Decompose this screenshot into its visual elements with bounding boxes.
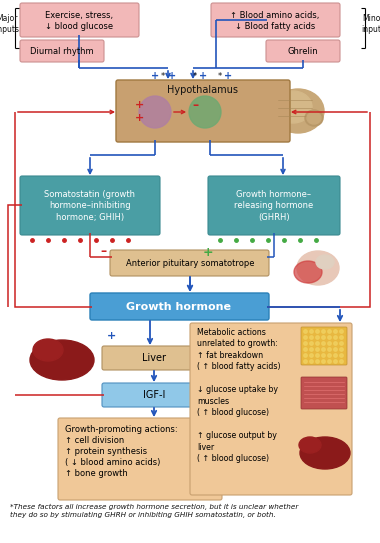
Text: Growth-promoting actions:
↑ cell division
↑ protein synthesis
( ↓ blood amino ac: Growth-promoting actions: ↑ cell divisio… <box>65 425 177 478</box>
FancyBboxPatch shape <box>190 323 352 495</box>
Ellipse shape <box>272 89 324 133</box>
FancyBboxPatch shape <box>90 293 269 320</box>
Text: +: + <box>199 71 207 81</box>
Circle shape <box>189 96 221 128</box>
Text: Growth hormone: Growth hormone <box>127 302 231 312</box>
FancyBboxPatch shape <box>301 377 347 409</box>
FancyBboxPatch shape <box>208 176 340 235</box>
Ellipse shape <box>300 437 350 469</box>
Text: ↑ Blood amino acids,
↓ Blood fatty acids: ↑ Blood amino acids, ↓ Blood fatty acids <box>230 11 320 31</box>
Ellipse shape <box>316 255 334 269</box>
Text: +: + <box>151 71 159 81</box>
Text: Minor
inputs: Minor inputs <box>361 14 380 34</box>
Text: –: – <box>192 98 198 111</box>
Text: Somatostatin (growth
hormone–inhibiting
hormone; GHIH): Somatostatin (growth hormone–inhibiting … <box>44 191 136 222</box>
Text: +: + <box>135 113 144 123</box>
Text: Liver: Liver <box>142 353 166 363</box>
FancyBboxPatch shape <box>110 250 269 276</box>
Text: +: + <box>224 71 232 81</box>
FancyBboxPatch shape <box>102 346 206 370</box>
Ellipse shape <box>305 110 323 126</box>
Text: +: + <box>108 331 117 341</box>
FancyBboxPatch shape <box>301 327 347 365</box>
Ellipse shape <box>299 437 321 453</box>
FancyBboxPatch shape <box>116 80 290 142</box>
Text: Hypothalamus: Hypothalamus <box>168 85 239 95</box>
Text: +: + <box>203 245 213 258</box>
Circle shape <box>139 96 171 128</box>
Text: Growth hormone–
releasing hormone
(GHRH): Growth hormone– releasing hormone (GHRH) <box>234 191 314 222</box>
Text: *: * <box>161 72 165 80</box>
Ellipse shape <box>307 112 321 124</box>
Ellipse shape <box>274 91 312 123</box>
Ellipse shape <box>294 261 322 283</box>
Ellipse shape <box>33 339 63 361</box>
Ellipse shape <box>297 251 339 285</box>
Text: Ghrelin: Ghrelin <box>288 47 318 55</box>
Text: Anterior pituitary somatotrope: Anterior pituitary somatotrope <box>126 258 254 268</box>
FancyBboxPatch shape <box>58 418 222 500</box>
Text: Metabolic actions
unrelated to growth:
↑ fat breakdown
( ↑ blood fatty acids)

↓: Metabolic actions unrelated to growth: ↑… <box>197 328 280 463</box>
FancyBboxPatch shape <box>211 3 340 37</box>
FancyBboxPatch shape <box>20 176 160 235</box>
FancyBboxPatch shape <box>20 40 104 62</box>
Text: Exercise, stress,
↓ blood glucose: Exercise, stress, ↓ blood glucose <box>45 11 113 31</box>
Text: –: – <box>100 245 106 258</box>
Text: IGF-I: IGF-I <box>143 390 165 400</box>
Text: *: * <box>193 72 197 80</box>
Text: *These factors all increase growth hormone secretion, but it is unclear whether
: *These factors all increase growth hormo… <box>10 504 298 518</box>
Text: Major
inputs: Major inputs <box>0 14 19 34</box>
Text: +: + <box>135 100 144 110</box>
Ellipse shape <box>30 340 94 380</box>
Text: *: * <box>218 72 222 80</box>
FancyBboxPatch shape <box>20 3 139 37</box>
Text: +: + <box>168 71 176 81</box>
FancyBboxPatch shape <box>266 40 340 62</box>
FancyBboxPatch shape <box>102 383 206 407</box>
Text: Diurnal rhythm: Diurnal rhythm <box>30 47 94 55</box>
